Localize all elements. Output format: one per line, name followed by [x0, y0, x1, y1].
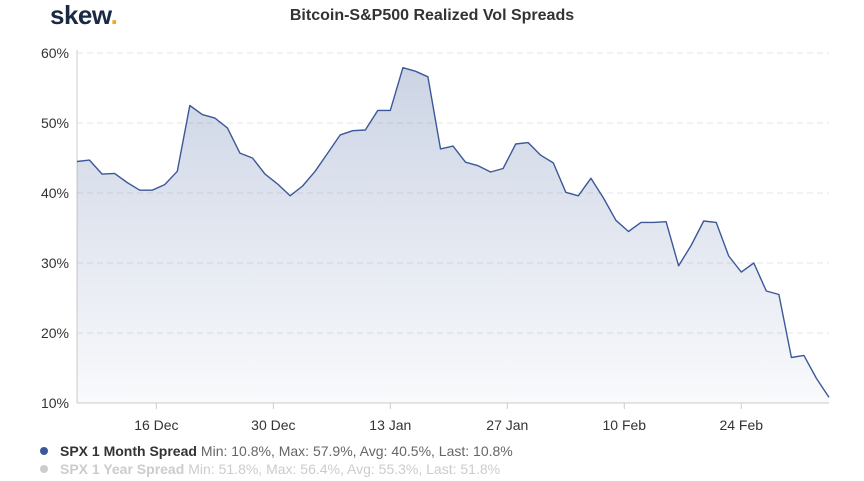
- x-tick-label: 10 Feb: [602, 417, 646, 433]
- series-layer: [76, 67, 830, 403]
- y-tick-label: 60%: [41, 45, 69, 61]
- x-tick-label: 13 Jan: [369, 417, 411, 433]
- x-tick-label: 24 Feb: [719, 417, 763, 433]
- y-tick-label: 50%: [41, 115, 69, 131]
- y-tick-label: 20%: [41, 325, 69, 341]
- legend-series-stats: Min: 10.8%, Max: 57.9%, Avg: 40.5%, Last…: [200, 443, 513, 459]
- y-tick-label: 30%: [41, 255, 69, 271]
- chart-area: 10% 20% 30% 40% 50% 60% 16 Dec 30 Dec 13 Jan 27 …: [41, 45, 830, 433]
- legend-item-spx-1-year[interactable]: SPX 1 Year Spread Min: 51.8%, Max: 56.4%…: [40, 461, 500, 477]
- legend-marker-icon: [40, 447, 48, 455]
- logo-dot: .: [110, 0, 118, 30]
- legend-marker-icon: [40, 465, 48, 473]
- series-line: [76, 67, 830, 398]
- legend-series-name: SPX 1 Month Spread: [60, 443, 197, 459]
- y-tick-label: 40%: [41, 185, 69, 201]
- x-axis: 16 Dec 30 Dec 13 Jan 27 Jan 10 Feb 24 Feb: [77, 402, 829, 433]
- x-tick-label: 30 Dec: [251, 417, 295, 433]
- x-tick-label: 27 Jan: [486, 417, 528, 433]
- legend-series-stats: Min: 51.8%, Max: 56.4%, Avg: 55.3%, Last…: [188, 461, 501, 477]
- chart-title: Bitcoin-S&P500 Realized Vol Spreads: [289, 7, 575, 24]
- legend-series-name: SPX 1 Year Spread: [60, 461, 185, 477]
- y-tick-label: 10%: [41, 395, 69, 411]
- logo-text: skew: [50, 0, 111, 30]
- skew-logo: skew.: [50, 0, 118, 31]
- x-tick-label: 16 Dec: [134, 417, 178, 433]
- y-axis: 10% 20% 30% 40% 50% 60%: [41, 45, 78, 411]
- legend-item-spx-1-month[interactable]: SPX 1 Month Spread Min: 10.8%, Max: 57.9…: [40, 443, 513, 459]
- series-area-fill: [77, 67, 829, 403]
